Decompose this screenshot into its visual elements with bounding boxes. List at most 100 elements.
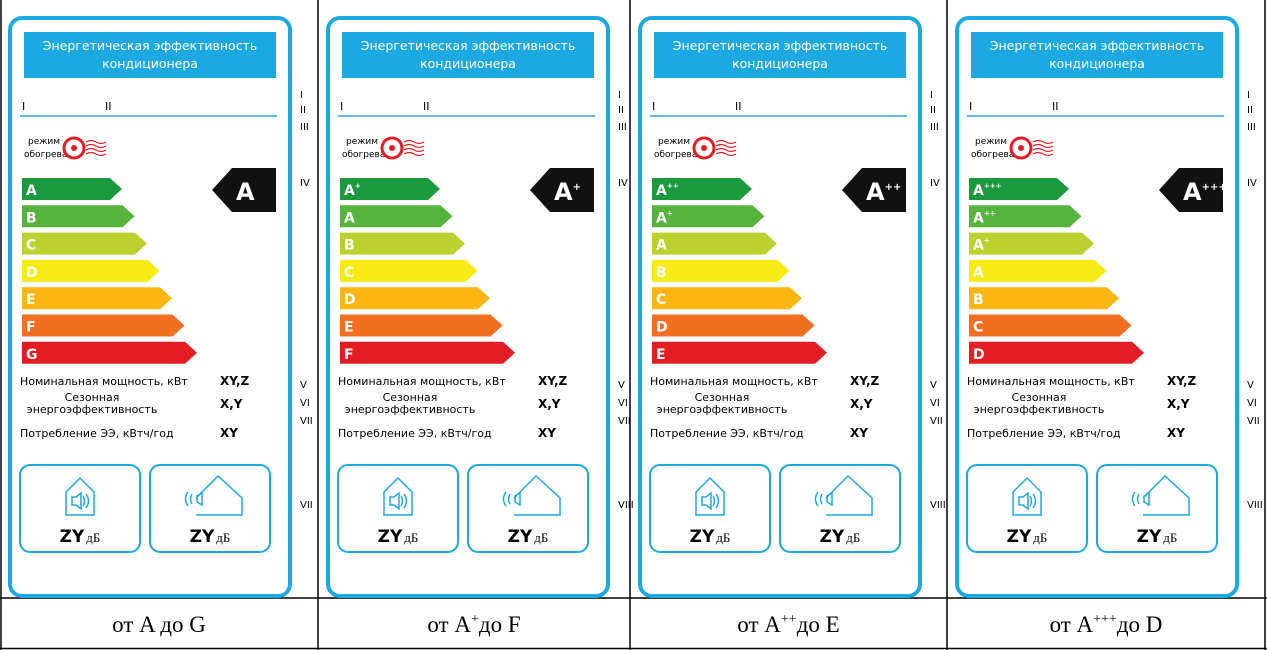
class-bar (22, 178, 122, 200)
noise-value: ZY дБ (60, 527, 101, 547)
class-label: D (973, 347, 985, 363)
class-label-letter: A (656, 183, 667, 199)
speaker-icon (71, 491, 90, 511)
side-mark: III (1247, 122, 1256, 133)
noise-unit: дБ (404, 530, 418, 545)
fan-hub (701, 145, 707, 151)
class-bar (22, 314, 185, 337)
noise-value: ZY дБ (820, 527, 861, 547)
class-bar (340, 341, 515, 364)
class-bar (652, 259, 790, 282)
header-text: кондиционера (420, 56, 516, 71)
energy-label: Энергетическая эффективность кондиционера… (955, 16, 1263, 637)
spec-label: Потребление ЭЭ, кВтч/год (338, 427, 492, 440)
caption-sup: +++ (1093, 612, 1117, 627)
noise-number: ZY (690, 527, 715, 547)
noise-value: ZY дБ (690, 527, 731, 547)
fan-icon (62, 136, 86, 160)
side-mark: II (1247, 105, 1253, 116)
side-mark: I (1247, 90, 1250, 101)
spec-value: XY,Z (1167, 374, 1197, 388)
caption-text: от A до G (112, 612, 206, 637)
class-label-letter: A (344, 183, 355, 199)
class-label-letter: A (973, 238, 984, 254)
top-mark: II (1052, 100, 1059, 113)
class-bar (340, 287, 490, 310)
class-label: A (26, 183, 37, 199)
spec-label: Потребление ЭЭ, кВтч/год (967, 427, 1121, 440)
spec-label: Номинальная мощность, кВт (338, 375, 506, 388)
side-mark: VI (930, 398, 940, 409)
noise-unit: дБ (216, 530, 230, 545)
class-label-letter: D (26, 265, 38, 281)
spec-label: Потребление ЭЭ, кВтч/год (650, 427, 804, 440)
class-bar (340, 259, 478, 282)
side-mark: VIII (618, 500, 634, 511)
noise-unit: дБ (716, 530, 730, 545)
noise-box (649, 464, 771, 553)
caption-text: от A (427, 612, 471, 637)
heat-wave (403, 143, 425, 149)
label-frame (955, 16, 1239, 598)
spec-label: Сезонная (383, 391, 438, 404)
class-bar (22, 341, 197, 364)
noise-number: ZY (1137, 527, 1162, 547)
noise-number: ZY (820, 527, 845, 547)
heat-wave (85, 147, 107, 153)
noise-value: ZY дБ (508, 527, 549, 547)
fan-icon (380, 136, 404, 160)
class-badge (842, 168, 906, 212)
class-bar (340, 314, 503, 337)
caption: от A+++до D (1050, 612, 1163, 637)
caption-text: от A (737, 612, 781, 637)
badge-label: A (236, 178, 255, 206)
noise-box (19, 464, 141, 553)
class-label-letter: C (26, 238, 36, 254)
top-mark: II (423, 100, 430, 113)
class-bar (340, 178, 440, 200)
side-mark: I (300, 90, 303, 101)
side-mark: IV (930, 178, 940, 189)
house-icon (383, 476, 413, 516)
class-bar (969, 314, 1132, 337)
class-label-letter: E (344, 320, 354, 336)
mode-text: режим (346, 137, 378, 147)
speaker-icon (184, 491, 203, 507)
class-label: D (656, 320, 668, 336)
noise-unit: дБ (534, 530, 548, 545)
caption-sup: ++ (781, 612, 797, 627)
mode-text: обогрева (342, 150, 385, 160)
class-label-letter: C (656, 292, 666, 308)
spec-label: энергоэффективность (974, 403, 1105, 416)
speaker-icon (389, 491, 408, 511)
header-text: кондиционера (732, 56, 828, 71)
class-label: B (656, 265, 667, 281)
side-mark: VII (300, 416, 313, 427)
class-label-letter: D (344, 292, 356, 308)
header-text: Энергетическая эффективность (673, 38, 887, 53)
badge-label: A++ (866, 178, 901, 206)
class-label: B (26, 210, 37, 226)
heat-wave (715, 151, 737, 157)
side-mark: III (930, 122, 939, 133)
class-bar (969, 178, 1069, 200)
class-bar (969, 287, 1119, 310)
side-mark: I (618, 90, 621, 101)
label-header (342, 32, 594, 78)
heat-wave (403, 151, 425, 157)
side-mark: V (300, 380, 307, 391)
mode-text: режим (975, 137, 1007, 147)
spec-label: Номинальная мощность, кВт (20, 375, 188, 388)
class-bar (969, 341, 1144, 364)
class-label: B (973, 292, 984, 308)
house-icon (695, 476, 725, 516)
class-label-letter: E (26, 292, 36, 308)
badge-label-letter: A (1183, 178, 1202, 206)
heat-wave (403, 147, 425, 153)
side-mark: VIII (1247, 500, 1263, 511)
speaker-icon (1131, 491, 1150, 507)
class-bar (340, 205, 453, 228)
spec-value: XY (538, 426, 556, 440)
header-text: Энергетическая эффективность (990, 38, 1204, 53)
class-label: D (344, 292, 356, 308)
